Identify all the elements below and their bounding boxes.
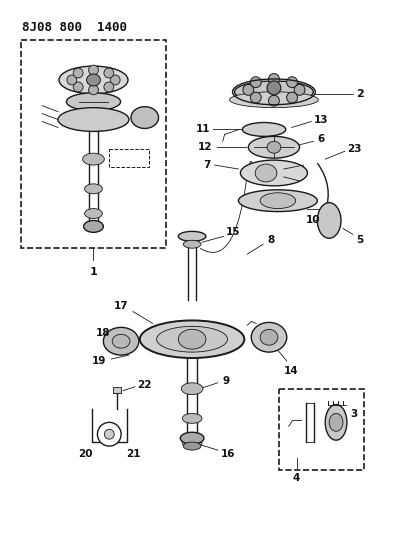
- Text: 8J08 800  1400: 8J08 800 1400: [23, 21, 127, 34]
- Text: 6: 6: [318, 134, 325, 144]
- Ellipse shape: [260, 193, 296, 208]
- Ellipse shape: [73, 82, 83, 92]
- Ellipse shape: [267, 81, 281, 95]
- Ellipse shape: [73, 68, 83, 78]
- Text: 20: 20: [78, 449, 93, 459]
- Ellipse shape: [183, 240, 201, 248]
- Ellipse shape: [89, 65, 98, 75]
- Ellipse shape: [66, 93, 121, 111]
- Ellipse shape: [59, 66, 128, 94]
- Ellipse shape: [110, 75, 120, 85]
- Text: 12: 12: [198, 142, 212, 152]
- Text: 17: 17: [114, 301, 129, 311]
- Ellipse shape: [250, 92, 261, 103]
- Ellipse shape: [156, 326, 228, 352]
- Ellipse shape: [140, 320, 244, 358]
- Text: 5: 5: [356, 235, 363, 245]
- Ellipse shape: [248, 136, 300, 158]
- Ellipse shape: [243, 84, 254, 95]
- Ellipse shape: [85, 208, 102, 219]
- Ellipse shape: [251, 322, 287, 352]
- Text: 11: 11: [196, 124, 210, 134]
- Ellipse shape: [287, 92, 297, 103]
- Text: 9: 9: [222, 376, 229, 386]
- Ellipse shape: [181, 383, 203, 394]
- Text: 16: 16: [220, 449, 235, 459]
- Ellipse shape: [180, 432, 204, 444]
- Text: 15: 15: [226, 228, 241, 237]
- Ellipse shape: [269, 95, 279, 106]
- Ellipse shape: [131, 107, 158, 128]
- Text: 13: 13: [314, 115, 328, 125]
- Ellipse shape: [67, 75, 77, 85]
- Ellipse shape: [87, 74, 100, 86]
- Text: 23: 23: [347, 144, 362, 154]
- Bar: [279, 389, 364, 470]
- Ellipse shape: [182, 414, 202, 423]
- Text: 3: 3: [350, 409, 357, 419]
- Ellipse shape: [267, 141, 281, 153]
- Circle shape: [98, 422, 121, 446]
- Text: 10: 10: [306, 215, 321, 225]
- Ellipse shape: [104, 68, 114, 78]
- Ellipse shape: [240, 160, 308, 186]
- Text: 1: 1: [90, 267, 98, 277]
- Text: 2: 2: [356, 89, 364, 99]
- Ellipse shape: [182, 438, 202, 448]
- Ellipse shape: [260, 329, 278, 345]
- Ellipse shape: [83, 153, 104, 165]
- Ellipse shape: [183, 442, 201, 450]
- Ellipse shape: [317, 203, 341, 238]
- Ellipse shape: [255, 164, 277, 182]
- Ellipse shape: [238, 190, 317, 212]
- Ellipse shape: [89, 85, 98, 95]
- Ellipse shape: [178, 231, 206, 241]
- Ellipse shape: [294, 84, 305, 95]
- Bar: [109, 149, 149, 167]
- Text: 21: 21: [126, 449, 140, 459]
- Text: 8: 8: [267, 235, 275, 245]
- Text: 14: 14: [283, 366, 298, 376]
- Text: 4: 4: [293, 473, 300, 483]
- Ellipse shape: [325, 405, 347, 440]
- Ellipse shape: [104, 82, 114, 92]
- Ellipse shape: [234, 81, 313, 103]
- Ellipse shape: [84, 221, 103, 232]
- Ellipse shape: [178, 329, 206, 349]
- Ellipse shape: [287, 77, 297, 87]
- Ellipse shape: [230, 92, 318, 108]
- Ellipse shape: [85, 184, 102, 194]
- Text: 22: 22: [138, 379, 152, 390]
- Text: 19: 19: [92, 356, 107, 366]
- Text: 18: 18: [96, 328, 111, 338]
- Ellipse shape: [242, 123, 286, 136]
- Ellipse shape: [112, 334, 130, 348]
- Ellipse shape: [329, 414, 343, 431]
- Ellipse shape: [58, 108, 129, 132]
- Circle shape: [104, 429, 114, 439]
- Bar: [113, 387, 121, 393]
- Ellipse shape: [250, 77, 261, 87]
- Text: 7: 7: [203, 160, 211, 170]
- Ellipse shape: [103, 327, 139, 355]
- Bar: [21, 41, 166, 248]
- Ellipse shape: [269, 74, 279, 84]
